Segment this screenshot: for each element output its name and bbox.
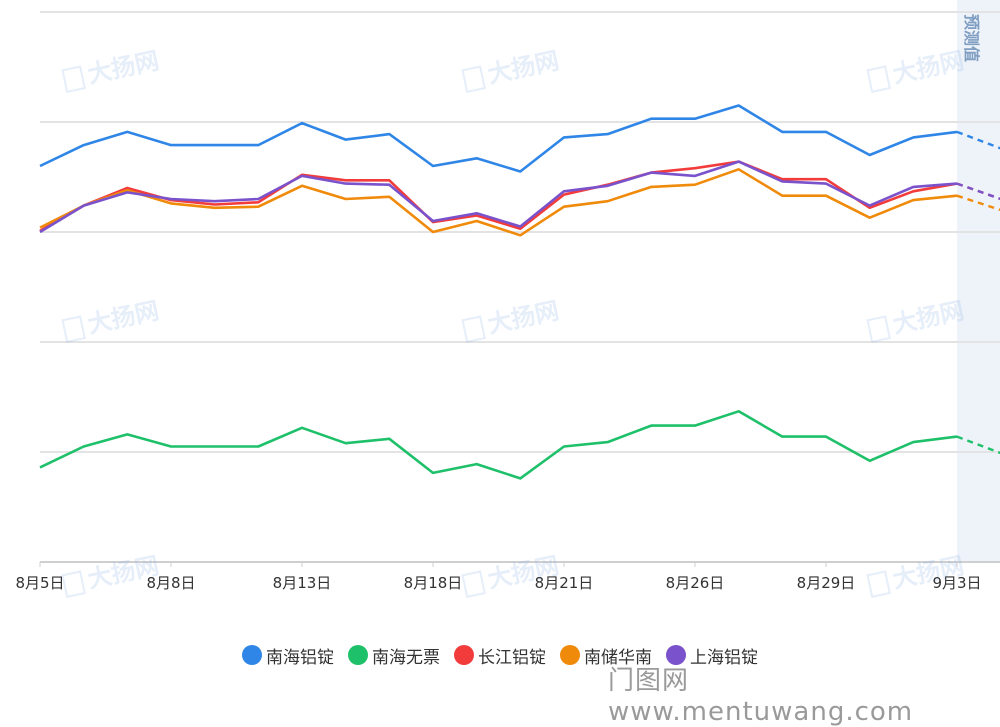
watermark-text: 大扬网	[485, 296, 561, 338]
watermark-logo-icon	[61, 315, 86, 344]
x-tick-label: 8月5日	[15, 574, 64, 592]
series-line	[39, 104, 958, 173]
watermark-logo-icon	[461, 65, 486, 94]
x-tick-label: 8月21日	[535, 574, 594, 592]
series-forecast-line	[956, 130, 1000, 150]
watermark-text: 大扬网	[485, 46, 561, 88]
legend-swatch-icon	[242, 645, 262, 665]
legend-label: 南海无票	[372, 647, 440, 668]
watermark-logo-icon	[866, 65, 891, 94]
x-tick-label: 8月26日	[666, 574, 725, 592]
watermark: 大扬网	[461, 296, 561, 344]
legend: 南海铝锭 南海无票 长江铝锭 南储华南 上海铝锭	[0, 640, 1000, 670]
site-watermark: 门图网 www.mentuwang.com	[608, 666, 914, 727]
legend-label: 长江铝锭	[478, 647, 546, 668]
watermark: 大扬网	[61, 296, 161, 344]
series-line	[39, 168, 958, 237]
watermark: 大扬网	[61, 46, 161, 94]
series-line	[39, 409, 958, 480]
legend-item[interactable]: 南海无票	[348, 643, 440, 668]
watermark-text: 大扬网	[85, 46, 161, 88]
watermark: 大扬网	[866, 296, 966, 344]
watermark-text: 大扬网	[890, 46, 966, 88]
watermark-logo-icon	[866, 315, 891, 344]
legend-swatch-icon	[666, 645, 686, 665]
legend-swatch-icon	[454, 645, 474, 665]
watermark-logo-icon	[61, 65, 86, 94]
legend-item[interactable]: 长江铝锭	[454, 643, 546, 668]
watermark-logo-icon	[866, 570, 891, 599]
forecast-region	[957, 0, 1000, 563]
legend-label: 南储华南	[584, 647, 652, 668]
watermark-logo-icon	[461, 570, 486, 599]
watermark-logo-icon	[61, 570, 86, 599]
legend-swatch-icon	[348, 645, 368, 665]
series-forecast-line	[956, 182, 1000, 201]
legend-label: 南海铝锭	[266, 647, 334, 668]
legend-swatch-icon	[560, 645, 580, 665]
legend-label: 上海铝锭	[690, 647, 758, 668]
watermark-text: 大扬网	[890, 296, 966, 338]
forecast-label: 预测值	[962, 14, 981, 62]
x-tick-label: 8月13日	[273, 574, 332, 592]
legend-item[interactable]: 上海铝锭	[666, 643, 758, 668]
watermark-text: 大扬网	[85, 296, 161, 338]
series-line	[39, 160, 958, 234]
series-line	[39, 160, 958, 233]
watermark-logo-icon	[461, 315, 486, 344]
x-tick-label: 8月18日	[404, 574, 463, 592]
watermark: 大扬网	[461, 46, 561, 94]
series-forecast-line	[956, 194, 1000, 212]
series-forecast-line	[956, 435, 1000, 455]
x-tick-label: 8月8日	[146, 574, 195, 592]
x-tick-label: 9月3日	[932, 574, 981, 592]
watermark: 大扬网	[866, 46, 966, 94]
legend-item[interactable]: 南储华南	[560, 643, 652, 668]
legend-item[interactable]: 南海铝锭	[242, 643, 334, 668]
chart-area: 大扬网 大扬网 大扬网 大扬网 大扬网 大扬网 大扬网 大扬网 大扬网 8月5日 8月8日 8月13…	[15, 0, 1000, 599]
x-tick-label: 8月29日	[797, 574, 856, 592]
